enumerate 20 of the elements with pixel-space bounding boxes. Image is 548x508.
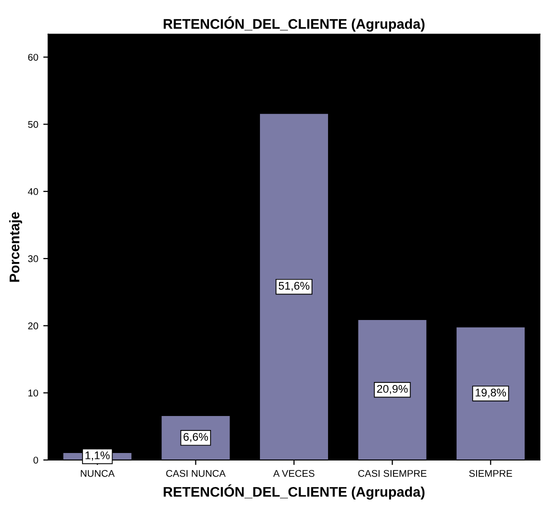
data-label: 51,6% <box>278 282 310 292</box>
y-tick-label: 40 <box>28 188 38 196</box>
y-tick-label: 60 <box>28 54 38 61</box>
x-tick-label: CASI NUNCA <box>166 470 226 477</box>
y-tick-label: 20 <box>28 322 38 330</box>
data-label: 6,6% <box>184 432 208 442</box>
chart-title: RETENCIÓN_DEL_CLIENTE (Agrupada) <box>164 16 424 32</box>
y-tick-label: 0 <box>33 456 38 464</box>
y-tick-label: 10 <box>28 390 38 396</box>
x-tick-label: SIEMPRE <box>469 470 512 477</box>
data-label: 20,9% <box>377 384 408 394</box>
y-tick-label: 30 <box>28 255 38 262</box>
data-label: 1,1% <box>86 451 110 461</box>
x-tick-label: NUNCA <box>80 470 115 477</box>
x-tick-label: CASI SIEMPRE <box>358 470 426 477</box>
x-axis-title: RETENCIÓN_DEL_CLIENTE (Agrupada) <box>164 484 424 500</box>
x-tick-label: A VECES <box>273 470 314 477</box>
y-axis-title: Porcentaje <box>9 212 22 282</box>
y-tick-label: 50 <box>28 121 38 128</box>
data-label: 19,8% <box>476 388 506 398</box>
